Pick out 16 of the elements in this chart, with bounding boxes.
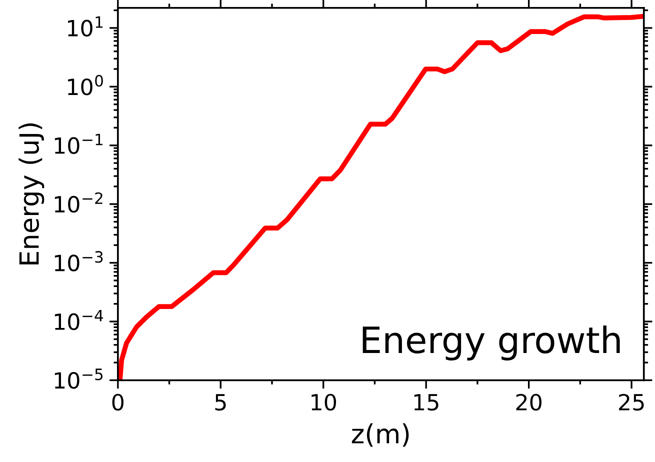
x-tick-label: 5 — [215, 394, 226, 411]
y-tick-label: 10$^{−1}$ — [54, 134, 102, 154]
y-axis-title: Energy (uJ) — [18, 123, 44, 264]
y-tick-label: 10$^{−4}$ — [54, 310, 104, 330]
x-tick-label: 20 — [516, 394, 542, 411]
y-tick-label: 10$^{0}$ — [68, 74, 103, 96]
x-axis-title: z(m) — [352, 423, 409, 447]
y-tick-label: 10$^{−2}$ — [54, 192, 102, 213]
y-tick-label: 10$^{1}$ — [68, 16, 103, 37]
y-tick-label: 10$^{−5}$ — [54, 368, 103, 389]
y-tick-label: 10$^{−3}$ — [54, 251, 103, 272]
x-tick-label: 15 — [414, 394, 438, 411]
x-tick-label: 10 — [312, 394, 336, 411]
x-tick-label: 0 — [112, 394, 124, 411]
annotation: Energy growth — [362, 326, 620, 360]
x-tick-label: 25 — [619, 394, 644, 411]
